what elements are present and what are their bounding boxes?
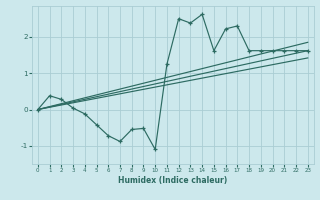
X-axis label: Humidex (Indice chaleur): Humidex (Indice chaleur) — [118, 176, 228, 185]
